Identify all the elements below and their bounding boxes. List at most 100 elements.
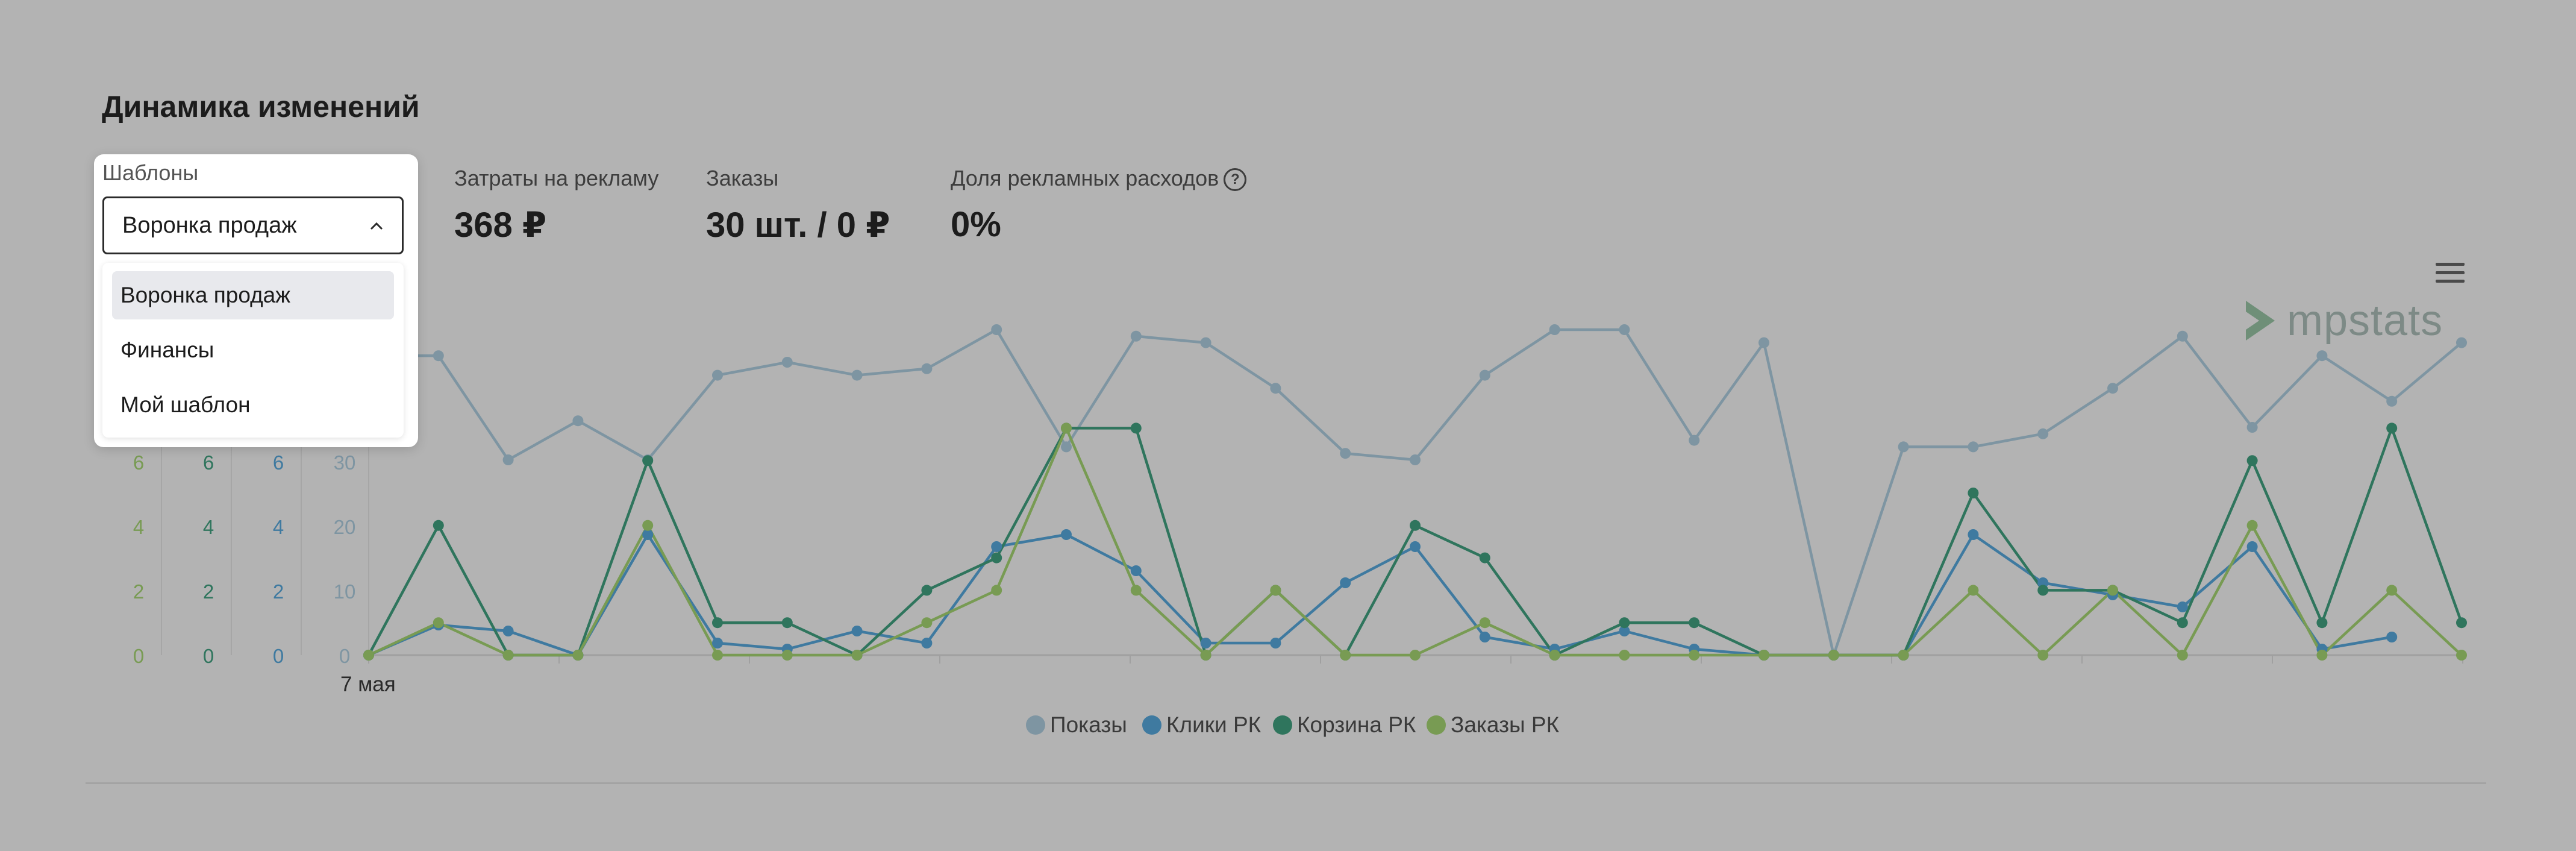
data-point-kliki <box>1410 541 1421 552</box>
data-point-zakazy <box>1130 585 1142 596</box>
data-point-korzina <box>921 585 933 596</box>
template-select-value: Воронка продаж <box>122 212 297 238</box>
question-circle-icon[interactable]: ? <box>1224 168 1247 192</box>
data-point-korzina <box>1619 617 1630 629</box>
data-point-zakazy <box>781 650 793 661</box>
data-point-kliki <box>1270 638 1281 648</box>
y-tick-label-kliki: 2 <box>273 580 284 603</box>
data-point-zakazy <box>1619 650 1630 661</box>
y-tick-label-kliki: 6 <box>273 451 284 474</box>
data-point-pokazy <box>1410 454 1421 465</box>
data-point-korzina <box>433 520 444 531</box>
data-point-pokazy <box>1689 435 1700 446</box>
y-tick-label-korzina: 2 <box>203 580 214 603</box>
data-point-zakazy <box>363 650 374 661</box>
data-point-zakazy <box>1549 650 1560 661</box>
metric-orders: Заказы 30 шт. / 0 ₽ <box>706 166 890 245</box>
data-point-pokazy <box>1340 448 1351 459</box>
y-tick-label-kliki: 4 <box>273 516 284 538</box>
data-point-zakazy <box>433 617 444 629</box>
legend-marker-zakazy <box>1427 715 1446 735</box>
legend-marker-korzina <box>1273 715 1292 735</box>
data-point-pokazy <box>991 324 1002 335</box>
y-tick-label-pokazy: 20 <box>334 516 356 538</box>
metric-ad-share-label-row: Доля рекламных расходов? <box>951 166 1247 192</box>
metric-ad-spend: Затраты на рекламу 368 ₽ <box>454 166 658 245</box>
data-point-kliki <box>1130 565 1142 576</box>
data-point-pokazy <box>1200 337 1211 348</box>
data-point-pokazy <box>712 369 723 381</box>
data-point-pokazy <box>781 357 793 368</box>
data-point-pokazy <box>2177 330 2188 342</box>
data-point-pokazy <box>1549 324 1560 335</box>
data-point-zakazy <box>921 617 933 629</box>
legend-label-pokazy: Показы <box>1050 712 1127 737</box>
y-tick-label-zakazy: 0 <box>133 645 144 667</box>
legend-marker-pokazy <box>1026 715 1045 735</box>
data-point-zakazy <box>1340 650 1351 661</box>
data-point-zakazy <box>572 650 584 661</box>
data-point-kliki <box>1479 632 1490 642</box>
data-point-korzina <box>1410 520 1421 531</box>
data-point-pokazy <box>1270 383 1281 394</box>
data-point-zakazy <box>712 650 723 661</box>
data-point-pokazy <box>1758 337 1769 348</box>
page-title: Динамика изменений <box>102 90 420 124</box>
data-point-zakazy <box>1479 617 1490 629</box>
data-point-kliki <box>2177 601 2188 612</box>
data-point-zakazy <box>1758 650 1769 661</box>
data-point-zakazy <box>1828 650 1839 661</box>
data-point-zakazy <box>1968 585 1979 596</box>
data-point-pokazy <box>1968 441 1979 453</box>
data-point-pokazy <box>1061 441 1072 453</box>
data-point-kliki <box>2386 632 2398 642</box>
data-point-pokazy <box>2037 428 2049 439</box>
data-point-pokazy <box>2456 337 2467 348</box>
metric-ad-share-value: 0% <box>951 205 1001 245</box>
data-point-zakazy <box>1689 650 1700 661</box>
data-point-korzina <box>2386 422 2398 434</box>
data-point-korzina <box>2316 617 2328 629</box>
data-point-zakazy <box>1061 422 1072 434</box>
metric-orders-value: 30 шт. / 0 ₽ <box>706 206 890 245</box>
mpstats-logo: mpstats <box>2242 297 2443 345</box>
data-point-zakazy <box>2177 650 2188 661</box>
y-tick-label-korzina: 4 <box>203 516 214 538</box>
y-tick-label-pokazy: 10 <box>334 580 356 603</box>
metric-orders-label: Заказы <box>706 166 779 190</box>
y-tick-label-pokazy: 30 <box>334 451 356 474</box>
data-point-korzina <box>712 617 723 629</box>
data-point-kliki <box>502 626 514 636</box>
data-point-zakazy <box>2316 650 2328 661</box>
data-point-kliki <box>2037 577 2049 588</box>
data-point-zakazy <box>2246 520 2258 531</box>
series-line-kliki <box>368 533 2392 657</box>
metric-ad-spend-value: 368 ₽ <box>454 206 547 245</box>
chart-menu-icon[interactable] <box>2436 263 2465 284</box>
data-point-zakazy <box>1410 650 1421 661</box>
data-point-kliki <box>1061 529 1072 540</box>
data-point-zakazy <box>2456 650 2467 661</box>
logo-text: mpstats <box>2287 297 2443 345</box>
data-point-pokazy <box>1479 369 1490 381</box>
template-option-my-template[interactable]: Мой шаблон <box>120 392 251 417</box>
template-option-finance[interactable]: Финансы <box>120 338 214 362</box>
y-tick-label-zakazy: 6 <box>133 451 144 474</box>
mpstats-logo-icon <box>2246 301 2275 341</box>
data-point-korzina <box>1479 552 1490 564</box>
template-option-sales-funnel[interactable]: Воронка продаж <box>112 271 394 319</box>
y-tick-label-korzina: 6 <box>203 451 214 474</box>
template-select[interactable]: Воронка продаж <box>102 196 404 254</box>
y-tick-label-zakazy: 4 <box>133 516 144 538</box>
data-point-korzina <box>2177 617 2188 629</box>
data-point-kliki <box>642 529 654 540</box>
data-point-kliki <box>991 541 1002 552</box>
data-point-pokazy <box>1130 330 1142 342</box>
data-point-korzina <box>1689 617 1700 629</box>
data-point-kliki <box>1968 529 1979 540</box>
metric-ad-spend-label: Затраты на рекламу <box>454 166 659 190</box>
data-point-korzina <box>1130 422 1142 434</box>
data-point-korzina <box>991 552 1002 564</box>
data-point-korzina <box>642 455 654 466</box>
data-point-kliki <box>712 638 723 648</box>
